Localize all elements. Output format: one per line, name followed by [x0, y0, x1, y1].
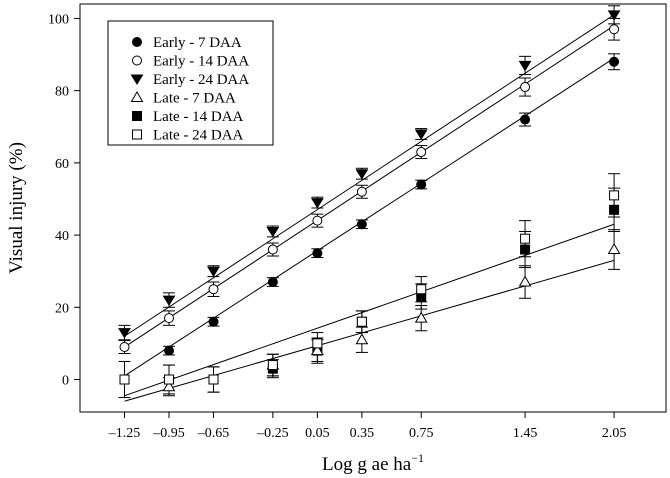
- data-point: [520, 244, 531, 255]
- x-tick-label: –0.25: [256, 426, 289, 441]
- y-tick-label: 0: [62, 374, 69, 389]
- legend-marker: [132, 111, 142, 121]
- data-point: [609, 190, 620, 201]
- x-tick-label: 0.05: [305, 426, 330, 441]
- data-point: [162, 295, 176, 307]
- legend-label: Early - 7 DAA: [153, 35, 242, 51]
- data-point: [162, 380, 176, 392]
- data-point: [267, 360, 278, 371]
- legend: Early - 7 DAA Early - 14 DAA Early - 24 DA…: [107, 20, 274, 146]
- data-point: [518, 60, 532, 72]
- x-tick-label: –0.65: [197, 426, 230, 441]
- data-point: [607, 10, 621, 21]
- data-point: [355, 169, 369, 180]
- legend-marker: [132, 37, 142, 47]
- data-point: [208, 316, 219, 327]
- plot-frame: [79, 3, 667, 413]
- x-axis-title: Log g ae ha−1: [322, 451, 424, 475]
- data-point: [312, 338, 323, 349]
- fit-line: [124, 223, 615, 397]
- data-point: [118, 328, 131, 339]
- y-tick-label: 60: [55, 157, 69, 172]
- x-tick-label: 0.35: [350, 426, 375, 441]
- legend-entries: Early - 7 DAA Early - 14 DAA Early - 24 DA…: [130, 35, 249, 144]
- data-point: [208, 284, 219, 295]
- y-tick-label: 40: [55, 229, 69, 244]
- fit-lines: [124, 14, 615, 402]
- y-tick-label: 80: [55, 85, 69, 100]
- data-point: [520, 82, 531, 93]
- data-point: [310, 344, 324, 356]
- data-point: [312, 215, 323, 226]
- legend-label: Late - 7 DAA: [153, 91, 236, 107]
- data-point: [520, 233, 531, 244]
- data-point: [609, 56, 620, 67]
- x-tick-label: 1.45: [513, 426, 538, 441]
- data-point: [164, 345, 175, 356]
- data-point: [607, 243, 621, 255]
- fit-line: [124, 25, 615, 348]
- data-point: [119, 342, 130, 353]
- data-point: [267, 244, 278, 255]
- y-tick-label: 20: [55, 301, 69, 316]
- x-tick-label: 2.05: [602, 426, 627, 441]
- data-point: [416, 179, 427, 190]
- data-point: [609, 204, 620, 215]
- markers: [118, 10, 621, 392]
- data-point: [266, 226, 280, 238]
- data-point: [164, 374, 175, 385]
- data-point: [520, 114, 531, 125]
- legend-marker: [132, 129, 142, 140]
- data-point: [310, 198, 324, 209]
- y-tick-label: 100: [48, 12, 69, 27]
- data-point: [518, 275, 532, 287]
- data-point: [416, 147, 427, 158]
- data-point: [356, 186, 367, 197]
- legend-label: Late - 14 DAA: [153, 109, 244, 125]
- x-axis-title-main: Log g ae ha: [322, 454, 412, 475]
- data-point: [267, 277, 278, 288]
- fit-line: [124, 57, 615, 377]
- x-tick-label: –0.95: [152, 426, 185, 441]
- fit-line: [124, 259, 615, 402]
- legend-marker: [130, 91, 144, 102]
- data-point: [414, 129, 428, 140]
- x-tick-label: 0.75: [409, 426, 434, 441]
- data-point: [416, 284, 427, 295]
- legend-label: Late - 24 DAA: [153, 128, 244, 144]
- data-point: [356, 316, 367, 327]
- data-point: [355, 333, 369, 345]
- x-tick-label: –1.25: [108, 426, 141, 441]
- legend-marker: [130, 74, 144, 85]
- data-point: [414, 311, 428, 323]
- data-point: [312, 248, 323, 259]
- data-point: [207, 266, 220, 278]
- legend-label: Early - 24 DAA: [153, 72, 249, 88]
- legend-label: Early - 14 DAA: [153, 54, 249, 70]
- y-axis-title: Visual injury (%): [6, 142, 27, 274]
- legend-marker: [132, 55, 142, 66]
- data-point: [164, 313, 175, 324]
- axes: –1.25 –0.95 –0.65 –0.25 0.05 0.35 0.75 1.45 2.05…: [48, 12, 626, 441]
- data-point: [609, 24, 620, 35]
- data-point: [208, 374, 219, 385]
- fit-line: [124, 14, 615, 337]
- x-axis-title-exponent: −1: [411, 451, 424, 465]
- data-point: [119, 374, 130, 385]
- data-point: [356, 219, 367, 230]
